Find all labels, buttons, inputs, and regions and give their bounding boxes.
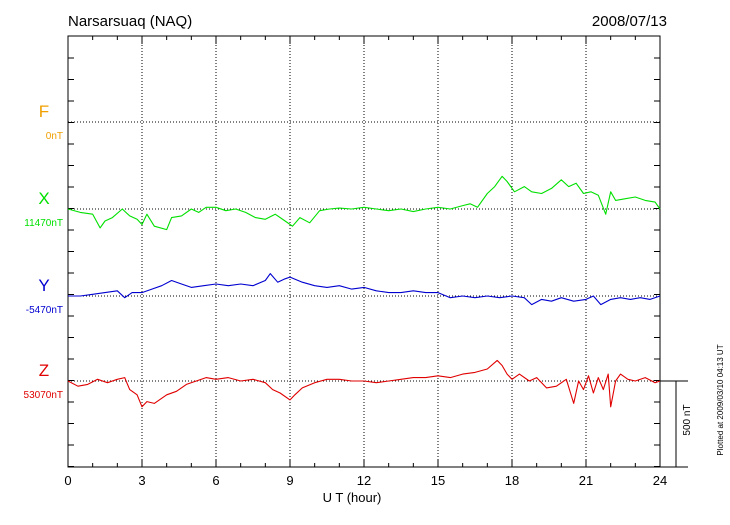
x-tick-label: 12: [357, 473, 371, 488]
series-label-y: Y: [38, 276, 49, 295]
x-tick-label: 0: [64, 473, 71, 488]
series-baseline-label-x: 11470nT: [24, 218, 63, 229]
x-tick-label: 21: [579, 473, 593, 488]
series-line-y: [68, 273, 661, 306]
series-baseline-label-y: -5470nT: [26, 305, 63, 316]
x-tick-label: 9: [286, 473, 293, 488]
date-label: 2008/07/13: [592, 13, 667, 30]
series-baseline-label-f: 0nT: [46, 131, 63, 142]
x-tick-label: 6: [212, 473, 219, 488]
series-baseline-label-z: 53070nT: [24, 390, 63, 401]
x-tick-label: 15: [431, 473, 445, 488]
series-line-z: [67, 359, 661, 408]
x-tick-label: 24: [653, 473, 667, 488]
scale-bar-label: 500 nT: [682, 404, 693, 435]
station-title: Narsarsuaq (NAQ): [68, 13, 192, 30]
x-tick-label: 18: [505, 473, 519, 488]
plotted-note: Plotted at 2009/03/10 04:13 UT: [716, 344, 725, 455]
series-label-z: Z: [39, 361, 49, 380]
x-axis-label: U T (hour): [323, 490, 382, 505]
series-line-x: [67, 175, 661, 231]
series-label-x: X: [38, 189, 49, 208]
x-tick-label: 3: [138, 473, 145, 488]
series-label-f: F: [39, 102, 49, 121]
